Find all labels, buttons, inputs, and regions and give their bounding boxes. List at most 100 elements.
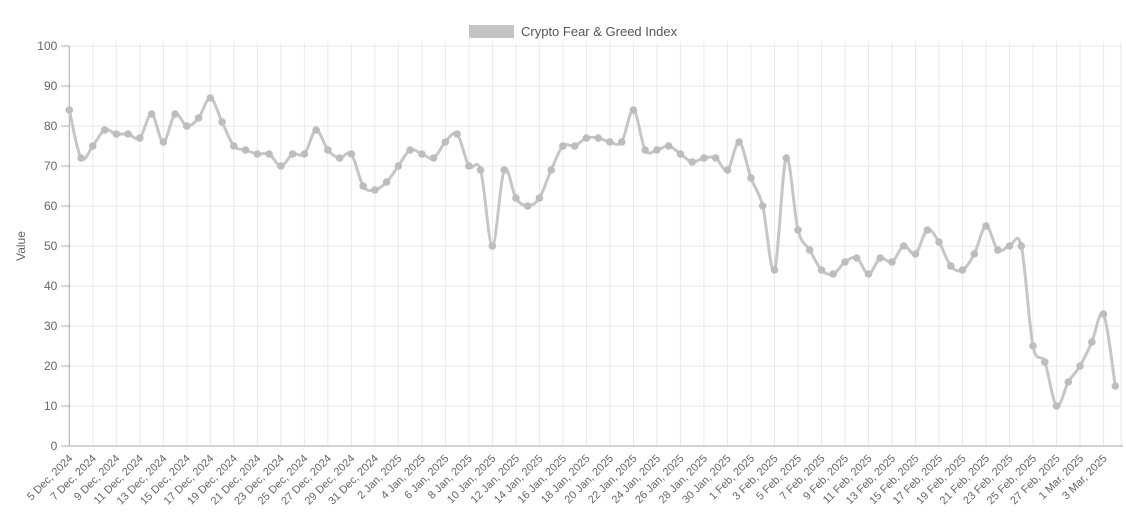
data-point[interactable]	[218, 118, 226, 126]
data-point[interactable]	[1064, 378, 1073, 386]
legend-swatch-icon	[469, 25, 514, 38]
y-tick-label: 100	[37, 39, 57, 53]
data-point[interactable]	[547, 166, 555, 174]
data-point[interactable]	[1099, 310, 1108, 318]
data-point[interactable]	[171, 110, 179, 118]
data-point[interactable]	[136, 134, 144, 142]
data-point[interactable]	[418, 150, 426, 158]
data-point[interactable]	[535, 194, 544, 202]
data-point[interactable]	[159, 138, 168, 146]
data-point[interactable]	[582, 134, 591, 142]
y-tick-label: 60	[44, 199, 58, 213]
data-point[interactable]	[112, 130, 121, 138]
data-point[interactable]	[241, 146, 250, 154]
data-point[interactable]	[864, 270, 873, 278]
data-point[interactable]	[206, 94, 215, 102]
data-point[interactable]	[253, 150, 262, 158]
data-point[interactable]	[371, 186, 379, 194]
data-point[interactable]	[911, 250, 920, 258]
data-point[interactable]	[794, 226, 802, 234]
data-point[interactable]	[65, 106, 74, 114]
data-point[interactable]	[947, 262, 955, 270]
legend[interactable]: Crypto Fear & Greed Index	[469, 24, 677, 39]
data-point[interactable]	[852, 254, 861, 262]
data-point[interactable]	[888, 258, 896, 266]
data-point[interactable]	[277, 162, 285, 170]
data-point[interactable]	[1041, 358, 1049, 366]
data-point[interactable]	[406, 146, 414, 154]
data-point[interactable]	[782, 154, 790, 162]
data-point[interactable]	[347, 150, 356, 158]
y-tick-label: 20	[44, 359, 58, 373]
data-point[interactable]	[183, 122, 191, 130]
data-point[interactable]	[465, 162, 473, 170]
y-tick-label: 70	[44, 159, 58, 173]
data-point[interactable]	[994, 246, 1002, 254]
data-point[interactable]	[488, 242, 497, 250]
y-tick-label: 80	[44, 119, 58, 133]
data-point[interactable]	[559, 142, 567, 150]
data-point[interactable]	[523, 202, 532, 210]
data-point[interactable]	[747, 174, 755, 182]
data-point[interactable]	[1029, 342, 1037, 350]
data-point[interactable]	[1017, 242, 1026, 250]
data-point[interactable]	[829, 270, 837, 278]
data-point[interactable]	[805, 246, 814, 254]
data-point[interactable]	[570, 142, 579, 150]
data-point[interactable]	[500, 166, 509, 174]
data-point[interactable]	[300, 150, 309, 158]
data-point[interactable]	[1005, 242, 1014, 250]
data-point[interactable]	[100, 126, 109, 134]
data-point[interactable]	[194, 114, 203, 122]
data-point[interactable]	[441, 138, 450, 146]
data-point[interactable]	[723, 166, 732, 174]
data-point[interactable]	[688, 158, 696, 166]
data-point[interactable]	[453, 130, 461, 138]
data-point[interactable]	[265, 150, 273, 158]
data-point[interactable]	[335, 154, 344, 162]
data-point[interactable]	[512, 194, 520, 202]
data-point[interactable]	[594, 134, 602, 142]
data-point[interactable]	[288, 150, 297, 158]
data-point[interactable]	[230, 142, 238, 150]
data-point[interactable]	[641, 146, 649, 154]
data-point[interactable]	[312, 126, 320, 134]
data-point[interactable]	[664, 142, 673, 150]
data-point[interactable]	[359, 182, 367, 190]
data-point[interactable]	[970, 250, 979, 258]
series-line	[67, 96, 1117, 408]
data-point[interactable]	[617, 138, 626, 146]
data-point[interactable]	[700, 154, 708, 162]
data-point[interactable]	[382, 178, 391, 186]
data-point[interactable]	[711, 154, 720, 162]
data-point[interactable]	[124, 130, 132, 138]
data-point[interactable]	[1052, 402, 1061, 410]
data-point[interactable]	[629, 106, 638, 114]
data-point[interactable]	[923, 226, 932, 234]
data-point[interactable]	[935, 238, 943, 246]
data-point[interactable]	[476, 166, 485, 174]
legend-label: Crypto Fear & Greed Index	[521, 24, 678, 39]
data-point[interactable]	[735, 138, 743, 146]
data-point[interactable]	[676, 150, 685, 158]
data-point[interactable]	[147, 110, 156, 118]
data-point[interactable]	[876, 254, 884, 262]
data-point[interactable]	[394, 162, 403, 170]
data-point[interactable]	[770, 266, 779, 274]
data-point[interactable]	[324, 146, 332, 154]
data-point[interactable]	[758, 202, 767, 210]
data-point[interactable]	[958, 266, 967, 274]
data-point[interactable]	[1076, 362, 1084, 370]
data-point[interactable]	[817, 266, 826, 274]
data-point[interactable]	[606, 138, 614, 146]
data-point[interactable]	[1111, 382, 1120, 390]
data-point[interactable]	[982, 222, 990, 230]
data-point[interactable]	[653, 146, 661, 154]
data-point[interactable]	[77, 154, 85, 162]
data-point[interactable]	[89, 142, 97, 150]
data-point[interactable]	[429, 154, 438, 162]
data-point[interactable]	[899, 242, 908, 250]
data-point[interactable]	[841, 258, 849, 266]
data-point[interactable]	[1088, 338, 1096, 346]
